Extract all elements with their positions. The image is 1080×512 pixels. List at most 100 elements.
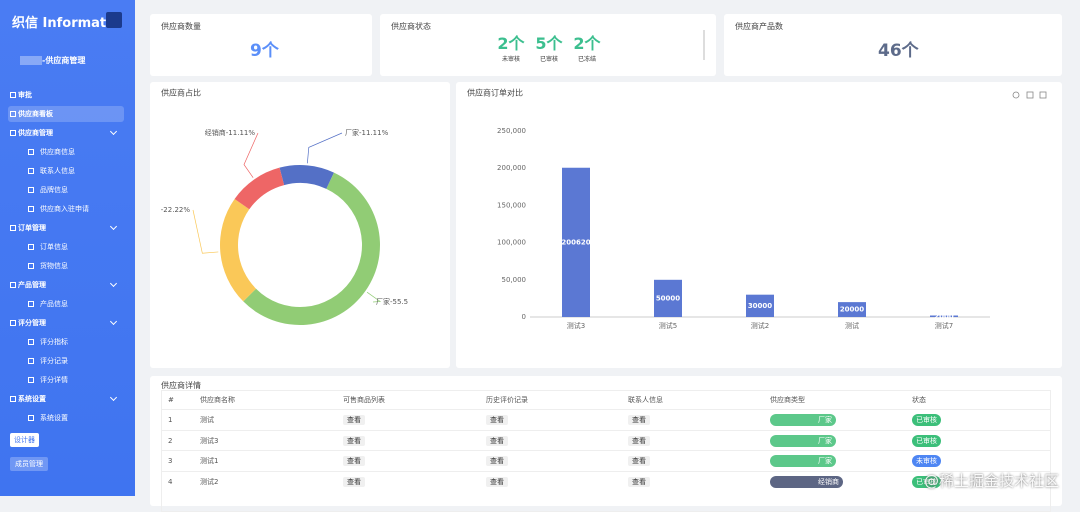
- status-cell: 已审核: [912, 431, 941, 451]
- view-cell: 查看: [628, 472, 650, 492]
- menu-item[interactable]: 供应商管理: [8, 125, 124, 141]
- submenu-item[interactable]: 评分指标: [8, 334, 124, 350]
- fullscreen-icon[interactable]: [1026, 91, 1034, 99]
- y-tick-label: 200,000: [497, 164, 526, 172]
- view-button[interactable]: 查看: [343, 435, 365, 446]
- bar-panel: [456, 82, 1062, 368]
- table-header: #: [168, 396, 174, 404]
- type-cell: 经销商: [770, 472, 843, 492]
- pie-slice: [234, 167, 285, 210]
- view-cell: 查看: [343, 410, 365, 430]
- leader-line: [366, 291, 382, 303]
- refresh-icon[interactable]: [1012, 91, 1020, 99]
- user-name[interactable]: -供应商管理: [20, 55, 85, 66]
- members-button[interactable]: 成员管理: [10, 457, 48, 471]
- menu-item[interactable]: 审批: [8, 87, 124, 103]
- menu-item[interactable]: 评分管理: [8, 315, 124, 331]
- submenu-icon: [28, 301, 34, 307]
- view-button[interactable]: 查看: [486, 415, 508, 425]
- menu-icon: [10, 92, 16, 98]
- submenu-icon: [28, 358, 34, 364]
- status-tag: 已审核: [912, 475, 941, 488]
- table-header: 供应商类型: [770, 396, 805, 404]
- view-button[interactable]: 查看: [486, 456, 508, 466]
- view-cell: 查看: [343, 431, 365, 451]
- table-header: 联系人信息: [628, 396, 663, 404]
- submenu-item[interactable]: 联系人信息: [8, 163, 124, 179]
- status-cell: 未审核: [912, 451, 941, 471]
- table-cell: 测试: [200, 416, 214, 424]
- watermark: @稀土掘金技术社区: [924, 472, 1060, 490]
- table-header: 供应商名称: [200, 396, 235, 404]
- bar: [930, 315, 958, 317]
- x-tick-label: 测试7: [935, 321, 953, 330]
- type-cell: 厂家: [770, 410, 836, 430]
- view-button[interactable]: 查看: [343, 456, 365, 466]
- submenu-item[interactable]: 品牌信息: [8, 182, 124, 198]
- view-button[interactable]: 查看: [343, 476, 365, 487]
- pie-slice: [219, 198, 257, 302]
- table-header: 可售商品列表: [343, 396, 385, 404]
- card-title: 供应商状态: [391, 22, 431, 31]
- view-button[interactable]: 查看: [486, 476, 508, 487]
- products-card: 供应商产品数 46个: [724, 14, 1062, 76]
- menu-item[interactable]: 供应商看板: [8, 106, 124, 122]
- status-card: 供应商状态 2个 未审核 5个 已审核 2个 已冻结: [380, 14, 716, 76]
- bar-value-label: 2000: [934, 312, 954, 320]
- menu-item[interactable]: 产品管理: [8, 277, 124, 293]
- submenu-item[interactable]: 供应商入驻申请: [8, 201, 124, 217]
- table-cell: 测试2: [200, 477, 219, 486]
- status-value: 2个: [573, 34, 601, 53]
- table-title: 供应商详情: [161, 381, 201, 390]
- type-tag: 厂家: [770, 434, 836, 447]
- view-button[interactable]: 查看: [628, 415, 650, 425]
- x-tick-label: 测试3: [567, 321, 585, 330]
- submenu-item[interactable]: 供应商信息: [8, 144, 124, 160]
- user-label: -供应商管理: [42, 56, 86, 65]
- status-item: 5个 已审核: [534, 30, 564, 63]
- submenu-item[interactable]: 系统设置: [8, 410, 124, 426]
- menu-item[interactable]: 订单管理: [8, 220, 124, 236]
- submenu-item[interactable]: 评分记录: [8, 353, 124, 369]
- chart-title: 供应商订单对比: [467, 88, 523, 98]
- submenu-item[interactable]: 产品信息: [8, 296, 124, 312]
- view-button[interactable]: 查看: [343, 415, 365, 425]
- submenu-icon: [28, 168, 34, 174]
- y-tick-label: 150,000: [497, 201, 526, 209]
- view-button[interactable]: 查看: [628, 435, 650, 446]
- view-cell: 查看: [628, 410, 650, 430]
- pie-label: 厂家-55.5: [376, 297, 408, 306]
- pie-chart: 厂家-11.11% 厂家-55.5 -22.22% 经销商-11.11%: [161, 128, 408, 325]
- table-header: 状态: [912, 396, 926, 404]
- row-line: [162, 409, 1050, 410]
- type-text: 厂家: [818, 416, 832, 424]
- menu-item[interactable]: 系统设置: [8, 391, 124, 407]
- submenu-icon: [28, 187, 34, 193]
- submenu-icon: [28, 339, 34, 345]
- view-button[interactable]: 查看: [628, 456, 650, 466]
- chart-title: 供应商占比: [161, 88, 201, 98]
- submenu-item[interactable]: 订单信息: [8, 239, 124, 255]
- submenu-item[interactable]: 评分详情: [8, 372, 124, 388]
- logo: 织信 Informat: [12, 16, 107, 31]
- table-panel: 供应商详情 # 供应商名称 可售商品列表 历史评价记录 联系人信息 供应商类型 状态 1 测试查…: [150, 376, 1062, 512]
- bar-value-label: 20000: [840, 306, 864, 314]
- view-button[interactable]: 查看: [628, 476, 650, 487]
- card-title: 供应商产品数: [735, 22, 783, 31]
- y-tick-label: 250,000: [497, 127, 526, 135]
- menu-icon: [10, 282, 16, 288]
- designer-button[interactable]: 设计器: [10, 433, 39, 447]
- y-tick-label: 0: [522, 313, 526, 321]
- sidebar: 织信 Informat -供应商管理 审批供应商看板供应商管理供应商信息联系人信…: [0, 0, 135, 496]
- export-icon[interactable]: [1039, 91, 1047, 99]
- view-cell: 查看: [343, 451, 365, 471]
- view-cell: 查看: [628, 431, 650, 451]
- submenu-item[interactable]: 货物信息: [8, 258, 124, 274]
- x-tick-label: 测试: [845, 321, 859, 330]
- menu-icon: [10, 111, 16, 117]
- view-button[interactable]: 查看: [486, 435, 508, 446]
- row-line: [162, 450, 1050, 451]
- type-cell: 厂家: [770, 451, 836, 471]
- bar-chart: 0 50,000 100,000 150,000 200,000 250,000 20062…: [497, 127, 990, 330]
- status-label: 已审核: [539, 56, 558, 63]
